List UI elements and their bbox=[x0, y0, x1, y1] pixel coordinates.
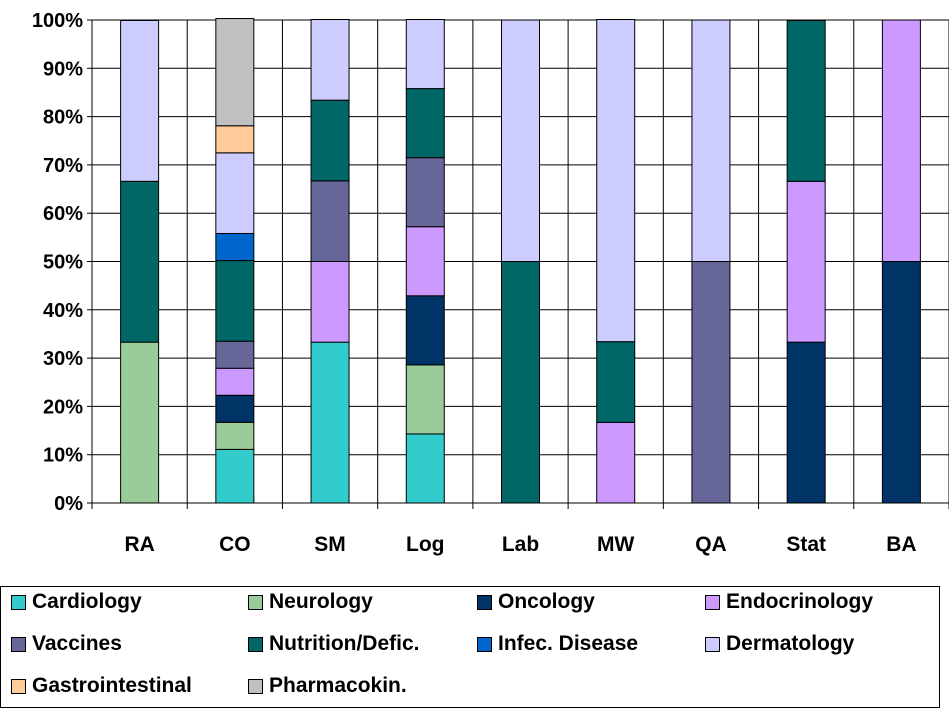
bar-segment bbox=[120, 19, 160, 182]
x-tick-label: QA bbox=[695, 533, 727, 556]
bar-segment bbox=[881, 19, 921, 262]
bar-segment bbox=[405, 295, 445, 366]
legend-swatch bbox=[248, 678, 263, 694]
x-tick-label: RA bbox=[124, 533, 154, 556]
y-tick-label: 70% bbox=[43, 155, 83, 177]
y-tick-label: 40% bbox=[43, 300, 83, 322]
x-tick-label: SM bbox=[314, 533, 346, 556]
bar-segment bbox=[786, 180, 826, 343]
bar-segment bbox=[120, 180, 160, 343]
y-tick-label: 30% bbox=[43, 348, 83, 370]
bar-segment bbox=[215, 394, 255, 423]
x-tick-label: CO bbox=[219, 533, 251, 556]
y-tick-label: 20% bbox=[43, 396, 83, 418]
bar-segment bbox=[215, 448, 255, 504]
legend-swatch bbox=[11, 678, 26, 694]
legend-swatch bbox=[11, 636, 26, 652]
x-tick-label: MW bbox=[597, 533, 634, 556]
bar-segment bbox=[501, 19, 540, 262]
y-tick-label: 60% bbox=[43, 203, 83, 225]
legend-item: Nutrition/Defic. bbox=[248, 629, 420, 659]
bar-segment bbox=[786, 341, 826, 504]
y-tick-label: 50% bbox=[43, 252, 83, 274]
bar-segment bbox=[310, 19, 350, 101]
x-tick-label: Lab bbox=[502, 533, 539, 556]
legend-label: Dermatology bbox=[726, 632, 855, 655]
legend-swatch bbox=[477, 594, 492, 610]
legend-item: Pharmacokin. bbox=[248, 671, 407, 701]
bar-segment bbox=[310, 341, 350, 504]
bar-segment bbox=[215, 125, 255, 154]
legend-swatch bbox=[705, 594, 720, 610]
bar-segment bbox=[786, 19, 826, 182]
bar-segment bbox=[691, 19, 731, 262]
legend-label: Nutrition/Defic. bbox=[269, 632, 420, 655]
legend-swatch bbox=[248, 594, 263, 610]
legend-item: Gastrointestinal bbox=[11, 671, 192, 701]
x-tick-label: BA bbox=[886, 533, 916, 556]
bar-segment bbox=[215, 18, 255, 127]
bar-segment bbox=[405, 157, 445, 228]
legend-label: Gastrointestinal bbox=[32, 674, 192, 697]
y-tick-labels: 0% 10% 20% 30% 40% 50% 60% 70% 80% 90% 100% bbox=[32, 10, 83, 515]
bar-segment bbox=[215, 421, 255, 450]
y-tick-label: 10% bbox=[43, 445, 83, 467]
bar-segment bbox=[310, 99, 350, 182]
bar-segment bbox=[405, 19, 445, 90]
legend-label: Pharmacokin. bbox=[269, 674, 407, 697]
legend-swatch bbox=[11, 594, 26, 610]
bar-segment bbox=[310, 180, 350, 263]
y-tick-label: 0% bbox=[54, 493, 83, 515]
bar-segment bbox=[881, 261, 921, 504]
legend-item: Cardiology bbox=[11, 587, 142, 617]
legend-item: Oncology bbox=[477, 587, 595, 617]
bar-segment bbox=[691, 261, 731, 504]
legend-item: Infec. Disease bbox=[477, 629, 638, 659]
bar-segment bbox=[405, 364, 445, 435]
stacked-bar-chart: 0% 10% 20% 30% 40% 50% 60% 70% 80% 90% 100% RA CO SM… bbox=[32, 10, 949, 556]
legend-label: Oncology bbox=[498, 590, 595, 613]
bar-segment bbox=[310, 261, 350, 343]
y-tick-label: 80% bbox=[43, 107, 83, 129]
legend: Cardiology Neurology Oncology Endocrinology… bbox=[0, 586, 940, 708]
legend-label: Infec. Disease bbox=[498, 632, 639, 655]
bar-segment bbox=[501, 261, 540, 504]
legend-label: Endocrinology bbox=[726, 590, 873, 613]
bars bbox=[120, 18, 921, 504]
x-tick-label: Log bbox=[406, 533, 444, 556]
bar-segment bbox=[405, 433, 445, 504]
legend-item: Neurology bbox=[248, 587, 373, 617]
legend-item: Vaccines bbox=[11, 629, 122, 659]
legend-item: Endocrinology bbox=[705, 587, 873, 617]
y-tick-label: 90% bbox=[43, 58, 83, 80]
y-tick-label: 100% bbox=[32, 10, 83, 32]
bar-segment bbox=[215, 260, 255, 342]
legend-swatch bbox=[248, 636, 263, 652]
x-tick-labels: RA CO SM Log Lab MW QA Stat BA bbox=[124, 533, 916, 556]
legend-label: Cardiology bbox=[32, 590, 142, 613]
legend-label: Vaccines bbox=[32, 632, 122, 655]
bar-segment bbox=[596, 421, 636, 504]
legend-swatch bbox=[477, 636, 492, 652]
bar-segment bbox=[215, 232, 255, 262]
bar-segment bbox=[215, 152, 255, 234]
bar-segment bbox=[596, 341, 636, 423]
bar-segment bbox=[215, 340, 255, 369]
legend-item: Dermatology bbox=[705, 629, 854, 659]
bar-segment bbox=[596, 19, 636, 343]
legend-swatch bbox=[705, 636, 720, 652]
axes bbox=[87, 19, 949, 509]
bar-segment bbox=[405, 88, 445, 159]
bar-segment bbox=[215, 367, 255, 396]
legend-label: Neurology bbox=[269, 590, 373, 613]
bar-segment bbox=[120, 341, 160, 504]
x-tick-label: Stat bbox=[786, 533, 826, 556]
bar-segment bbox=[405, 226, 445, 297]
